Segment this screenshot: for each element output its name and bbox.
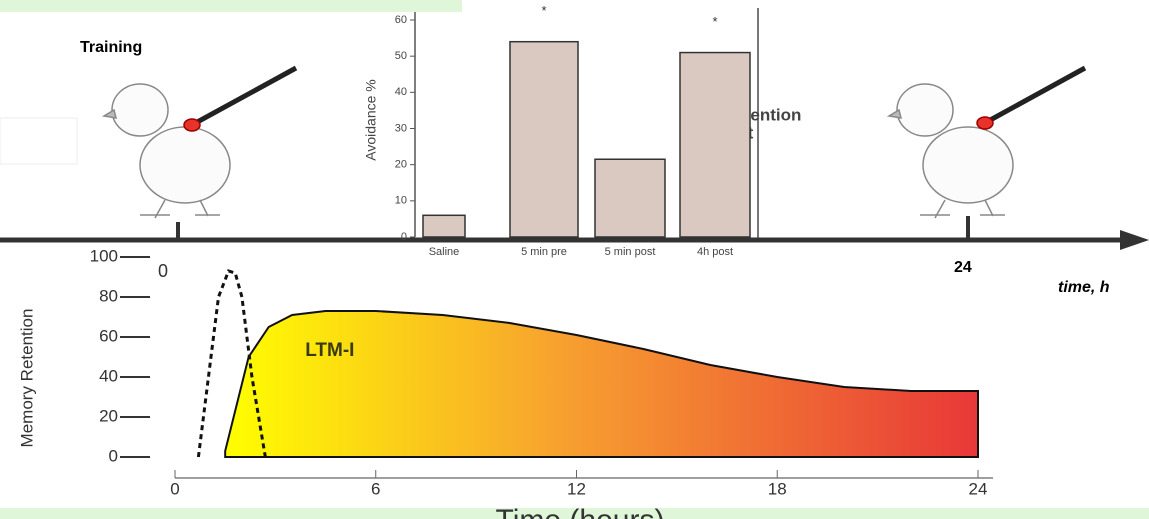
y-axis-label: Avoidance % xyxy=(363,79,379,160)
significance-mark: * xyxy=(712,14,717,29)
x-tick-label: Saline xyxy=(429,246,460,258)
y-tick-label: 20 xyxy=(99,406,118,425)
bar xyxy=(594,158,666,238)
ltm-area xyxy=(224,310,979,458)
y-tick-label: 0 xyxy=(401,231,407,243)
y-tick-label: 30 xyxy=(395,122,407,134)
chick-right xyxy=(886,65,1087,219)
x-tick-label: 5 min pre xyxy=(521,246,567,258)
corner-mark: 0 xyxy=(158,261,168,281)
x-axis-label: Time (hours) xyxy=(496,504,665,519)
x-tick-label: 18 xyxy=(768,479,787,498)
timeline-24: 24 xyxy=(954,259,972,276)
top-band xyxy=(0,0,462,12)
short-term-curve xyxy=(196,269,267,458)
x-tick-label: 4h post xyxy=(697,246,733,258)
y-tick-label: 60 xyxy=(99,326,118,345)
y-tick-label: 60 xyxy=(395,14,407,26)
x-tick-label: 5 min post xyxy=(605,246,656,258)
bar xyxy=(509,40,579,238)
x-tick-label: 12 xyxy=(567,479,586,498)
y-tick-label: 50 xyxy=(395,50,407,62)
y-tick-label: 40 xyxy=(395,86,407,98)
chick-left xyxy=(101,65,298,219)
significance-mark: * xyxy=(541,3,546,18)
x-tick-label: 0 xyxy=(170,479,179,498)
training-label: Training xyxy=(80,39,142,56)
timeline-arrow xyxy=(1120,230,1149,250)
bar xyxy=(679,51,751,238)
y-tick-label: 10 xyxy=(395,195,407,207)
y-tick-label: 100 xyxy=(90,246,118,265)
x-tick-label: 6 xyxy=(371,479,380,498)
y-tick-label: 80 xyxy=(99,286,118,305)
y-tick-label: 0 xyxy=(109,446,118,465)
series-label: LTM-I xyxy=(305,340,354,361)
y-tick-label: 20 xyxy=(395,159,407,171)
bar xyxy=(422,214,466,238)
bottom-band xyxy=(0,508,1149,519)
blank-box xyxy=(0,117,78,165)
timeline-label: time, h xyxy=(1058,279,1110,296)
x-tick-label: 24 xyxy=(969,479,988,498)
y-tick-label: 40 xyxy=(99,366,118,385)
y-axis-label: Memory Retention xyxy=(17,309,36,448)
